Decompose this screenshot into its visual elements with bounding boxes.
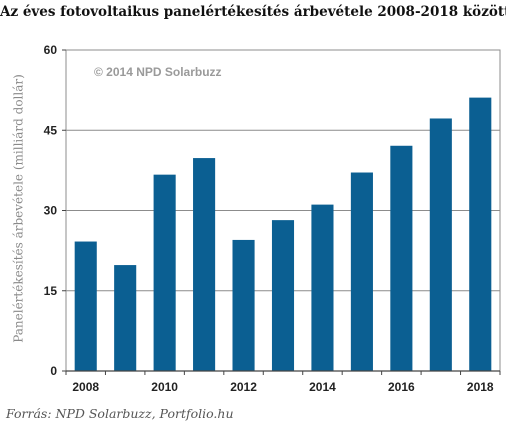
x-tick-label: 2012 [230, 380, 257, 394]
bar-2008 [74, 241, 97, 371]
x-tick-label: 2010 [151, 380, 178, 394]
bar-chart: 0 15 30 45 60 2008 2010 2012 2014 2016 2018 © 2014… [12, 43, 501, 394]
source-note: Forrás: NPD Solarbuzz, Portfolio.hu [6, 406, 234, 421]
bar-2009 [114, 265, 137, 371]
x-tick-label: 2016 [388, 380, 415, 394]
bar-2016 [390, 145, 413, 371]
y-tick-label: 15 [44, 284, 58, 298]
x-tick-label: 2014 [309, 380, 336, 394]
x-tick-label: 2018 [467, 380, 494, 394]
watermark-text: © 2014 NPD Solarbuzz [94, 65, 222, 79]
bar-2018 [469, 97, 492, 372]
bar-2017 [429, 118, 452, 371]
bar-2012 [232, 239, 255, 371]
bar-2013 [271, 220, 295, 371]
y-tick-label: 30 [44, 204, 58, 218]
bar-2011 [193, 158, 216, 371]
y-tick-label: 0 [50, 364, 57, 378]
x-tick-label: 2008 [72, 380, 99, 394]
axes: 0 15 30 45 60 2008 2010 2012 2014 2016 2018 [44, 43, 501, 394]
chart-title: Az éves fotovoltaikus panelértékesítés á… [0, 4, 506, 20]
bar-2010 [153, 174, 176, 371]
bar-2014 [311, 204, 334, 371]
bar-2015 [350, 172, 373, 371]
y-tick-label: 45 [44, 123, 58, 137]
y-tick-label: 60 [44, 43, 58, 57]
y-axis-label: Panelértékesítés árbevétele (milliárd do… [12, 74, 26, 343]
bars [74, 97, 492, 372]
